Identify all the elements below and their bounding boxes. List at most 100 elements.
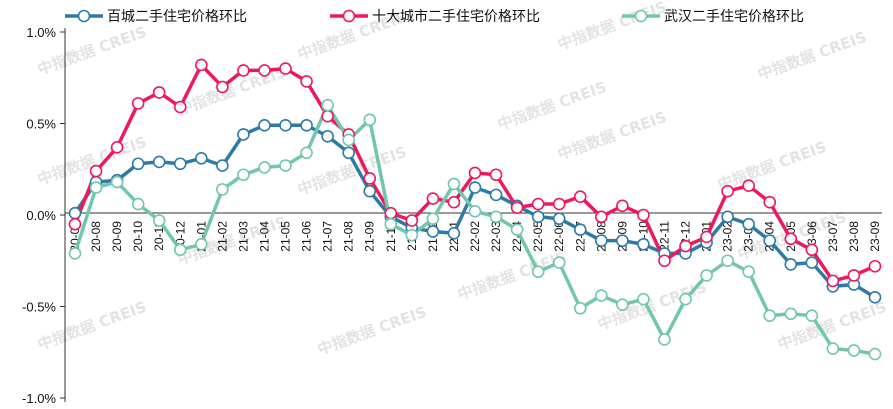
data-point — [279, 159, 292, 172]
data-point — [68, 217, 82, 231]
data-point — [300, 75, 313, 88]
x-tick-label: 22-03 — [489, 221, 503, 252]
data-point — [763, 309, 777, 322]
data-point — [531, 265, 545, 279]
data-point — [131, 197, 145, 211]
data-point — [258, 119, 271, 132]
data-point — [258, 64, 271, 77]
data-point — [637, 292, 650, 306]
data-point — [279, 62, 292, 75]
legend-item-2: 十大城市二手住宅价格环比 — [330, 8, 540, 25]
legend-marker — [77, 9, 91, 23]
y-tick-label: 1.0% — [26, 25, 56, 40]
data-point — [531, 210, 545, 224]
x-tick-label: 22-05 — [531, 221, 545, 252]
watermark-text: 中指数据 CREIS — [595, 278, 709, 334]
data-point — [847, 344, 861, 357]
data-point — [152, 86, 166, 99]
data-point — [363, 184, 377, 198]
data-point — [763, 234, 777, 247]
data-point — [131, 97, 145, 110]
data-point — [721, 210, 734, 224]
data-point — [405, 214, 419, 227]
data-point — [110, 175, 124, 189]
data-point — [152, 155, 166, 169]
data-point — [384, 217, 398, 231]
y-axis: 1.0% 0.5% 0.0% -0.5% -1.0% — [22, 25, 66, 406]
data-point — [173, 100, 187, 114]
legend-item-3: 武汉二手住宅价格环比 — [622, 9, 804, 25]
data-point — [784, 258, 798, 271]
data-point — [595, 234, 608, 247]
data-point — [342, 146, 355, 160]
data-point — [595, 210, 608, 224]
data-point — [700, 230, 713, 244]
x-tick-label: 21-07 — [321, 221, 335, 252]
watermark-text: 中指数据 CREIS — [455, 248, 569, 304]
data-point — [700, 269, 713, 282]
data-point — [868, 291, 882, 304]
data-point — [300, 119, 313, 132]
y-tick-label: -0.5% — [22, 300, 56, 315]
data-point — [237, 168, 250, 182]
data-point — [847, 269, 861, 282]
data-point — [89, 164, 103, 178]
x-tick-label: 20-08 — [89, 221, 103, 252]
x-tick-label: 20-10 — [131, 221, 145, 252]
data-point — [321, 109, 334, 123]
data-point — [426, 192, 440, 205]
data-point — [616, 298, 629, 311]
data-point — [321, 130, 334, 143]
watermark-text: 中指数据 CREIS — [315, 303, 429, 359]
data-point — [173, 157, 187, 171]
data-point — [510, 201, 524, 214]
data-point — [616, 234, 629, 247]
data-point — [384, 206, 398, 220]
data-point — [89, 181, 103, 194]
data-point — [784, 307, 798, 321]
data-point — [805, 243, 819, 257]
data-point — [552, 212, 566, 225]
legend-label: 百城二手住宅价格环比 — [107, 9, 247, 25]
chart-legend: 百城二手住宅价格环比 十大城市二手住宅价格环比 武汉二手住宅价格环比 — [65, 8, 804, 25]
y-tick-label: -1.0% — [22, 391, 56, 406]
data-point — [805, 309, 819, 322]
y-tick-label: 0.5% — [26, 117, 56, 132]
series-3-points — [68, 98, 882, 361]
data-point — [152, 214, 166, 227]
data-point — [342, 133, 355, 147]
data-point — [68, 206, 82, 220]
legend-marker — [634, 9, 648, 23]
x-tick-label: 21-02 — [215, 221, 229, 252]
data-point — [658, 254, 671, 268]
data-point — [552, 256, 566, 269]
watermark-text: 中指数据 CREIS — [755, 28, 869, 84]
x-tick-label: 21-09 — [363, 221, 377, 252]
data-point — [110, 140, 124, 154]
data-point — [679, 292, 692, 306]
data-point — [468, 205, 482, 218]
data-point — [216, 80, 229, 94]
data-point — [173, 243, 187, 257]
data-point — [679, 239, 692, 253]
data-point — [489, 168, 503, 182]
data-point — [826, 342, 840, 355]
data-point — [552, 197, 566, 211]
data-point — [595, 289, 608, 302]
data-point — [300, 146, 313, 160]
data-point — [447, 195, 461, 209]
watermark-layer: 中指数据 CREIS 中指数据 CREIS 中指数据 CREIS 中指数据 CREIS… — [35, 0, 889, 359]
data-point — [279, 119, 292, 132]
data-point — [468, 181, 482, 194]
x-tick-label: 23-07 — [826, 221, 840, 252]
watermark-text: 中指数据 CREIS — [495, 78, 609, 134]
data-point — [195, 58, 208, 72]
data-point — [468, 166, 482, 180]
data-point — [237, 128, 250, 141]
data-point — [68, 247, 82, 260]
data-point — [721, 184, 734, 198]
series-1-points — [68, 119, 882, 304]
data-point — [784, 232, 798, 246]
